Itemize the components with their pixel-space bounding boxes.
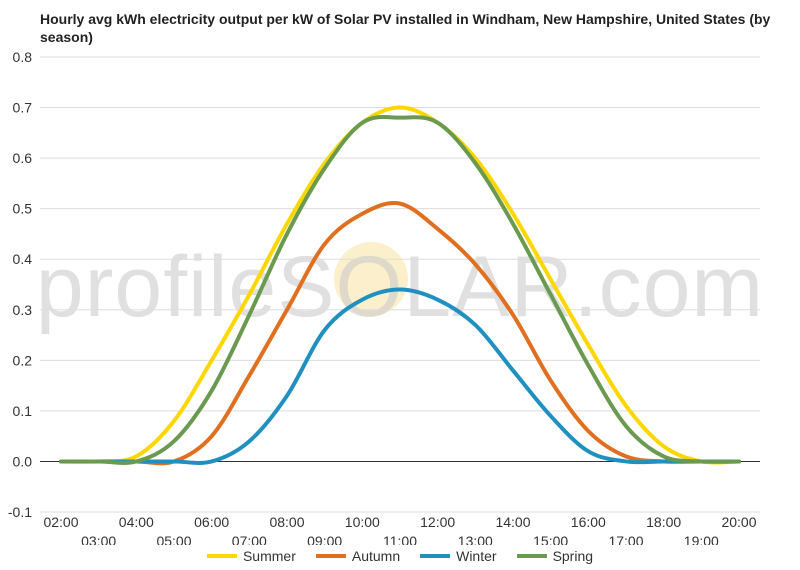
legend-swatch — [206, 554, 237, 558]
x-tick-label: 20:00 — [721, 514, 756, 530]
legend-swatch — [315, 554, 346, 558]
x-tick-label: 02:00 — [43, 514, 78, 530]
x-tick-label: 10:00 — [345, 514, 380, 530]
x-tick-label: 06:00 — [194, 514, 229, 530]
x-tick-label: 09:00 — [307, 533, 342, 545]
x-tick-label: 04:00 — [119, 514, 154, 530]
x-tick-label: 11:00 — [383, 533, 417, 545]
legend-label: Spring — [552, 548, 594, 564]
watermark-sun-icon — [334, 242, 408, 316]
y-tick-label: 0.4 — [13, 251, 33, 267]
series-line-winter — [59, 287, 741, 465]
x-tick-label: 17:00 — [608, 533, 643, 545]
legend-item-spring[interactable]: Spring — [516, 548, 594, 564]
y-tick-label: 0.3 — [13, 302, 33, 318]
x-tick-label: 18:00 — [646, 514, 681, 530]
x-tick-label: 07:00 — [232, 533, 267, 545]
series-line-autumn — [59, 201, 741, 466]
legend-item-winter[interactable]: Winter — [420, 548, 497, 564]
legend-label: Autumn — [351, 548, 401, 564]
x-tick-label: 15:00 — [533, 533, 568, 545]
x-tick-label: 03:00 — [81, 533, 116, 545]
series-line-summer — [59, 105, 741, 465]
legend: Summer Autumn Winter Spring — [0, 548, 800, 564]
legend-item-autumn[interactable]: Autumn — [315, 548, 401, 564]
y-tick-label: 0.6 — [13, 150, 33, 166]
legend-swatch — [420, 554, 451, 558]
watermark: profileSOLAR.com — [35, 239, 765, 335]
legend-swatch — [516, 554, 547, 558]
y-tick-label: 0.0 — [13, 453, 33, 469]
x-tick-label: 05:00 — [156, 533, 191, 545]
y-tick-label: 0.7 — [13, 100, 33, 116]
legend-item-summer[interactable]: Summer — [206, 548, 296, 564]
x-tick-label: 12:00 — [420, 514, 455, 530]
y-tick-label: -0.1 — [8, 504, 32, 520]
legend-label: Winter — [456, 548, 497, 564]
chart-title: Hourly avg kWh electricity output per kW… — [40, 11, 771, 45]
x-tick-label: 08:00 — [269, 514, 304, 530]
x-tick-label: 14:00 — [495, 514, 530, 530]
series-line-spring — [59, 115, 741, 465]
line-chart: 0.8 0.7 0.6 0.5 0.4 0.3 0.2 0.1 0.0 -0.1 02:0003:0… — [8, 49, 760, 545]
y-tick-label: 0.2 — [13, 352, 33, 368]
x-tick-label: 16:00 — [571, 514, 606, 530]
x-tick-label: 19:00 — [684, 533, 719, 545]
legend-label: Summer — [242, 548, 296, 564]
y-tick-label: 0.5 — [13, 201, 33, 217]
x-tick-label: 13:00 — [458, 533, 493, 545]
y-tick-label: 0.8 — [13, 49, 33, 65]
y-tick-label: 0.1 — [13, 403, 33, 419]
